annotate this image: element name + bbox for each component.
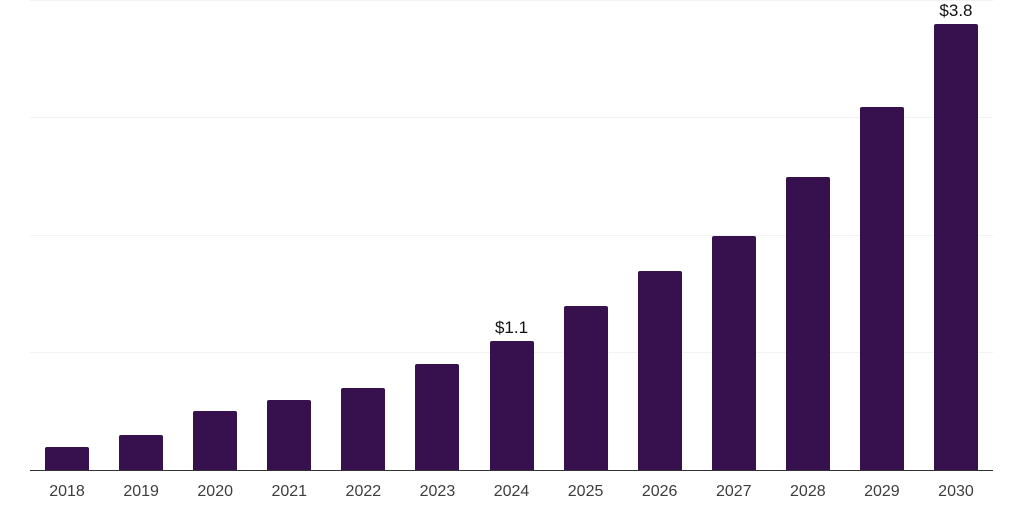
x-tick-label-2019: 2019 (123, 483, 159, 500)
bar-2027 (711, 235, 756, 470)
x-axis-tick-labels: 2018 2019 2020 2021 2022 2023 2024 2025 2026 2027… (30, 471, 993, 501)
bar-slot-2028 (771, 1, 845, 470)
bar-2022 (341, 387, 386, 470)
gridline (30, 0, 993, 1)
bar-2026 (637, 270, 682, 470)
x-tick-label-2021: 2021 (271, 483, 308, 500)
gridline (30, 234, 993, 236)
bar-slot-2023 (400, 1, 474, 470)
bar-2021 (267, 399, 312, 470)
x-tick-label-2030: 2030 (938, 483, 974, 500)
bar-slot-2025 (549, 1, 623, 470)
bars: $1.1 $3.8 (30, 1, 993, 470)
plot-area: $1.1 $3.8 (30, 0, 993, 471)
bar-slot-2022 (326, 1, 400, 470)
data-label-2030: $3.8 (939, 1, 973, 21)
bar-2020 (193, 411, 238, 470)
bar-2030 (933, 24, 978, 470)
bar-slot-2024: $1.1 (474, 1, 548, 470)
bar-slot-2021 (252, 1, 326, 470)
x-tick-label-2029: 2029 (864, 483, 900, 500)
x-tick-label-2025: 2025 (567, 483, 604, 500)
bar-slot-2029 (845, 1, 919, 470)
x-tick-label-2022: 2022 (345, 483, 382, 500)
bar-slot-2026 (623, 1, 697, 470)
data-label-2024: $1.1 (494, 318, 529, 338)
bar-2023 (415, 364, 460, 470)
bar-2025 (563, 305, 608, 470)
gridline (30, 117, 993, 119)
bar-2019 (119, 434, 164, 470)
x-axis-line (30, 470, 993, 471)
x-tick-label-2026: 2026 (641, 483, 678, 500)
bar-slot-2019 (104, 1, 178, 470)
x-tick-label-2024: 2024 (493, 483, 530, 500)
x-tick-label-2020: 2020 (197, 483, 233, 500)
x-tick-label-2018: 2018 (49, 483, 85, 500)
x-tick-label-2023: 2023 (419, 483, 456, 500)
bar-2028 (785, 176, 830, 470)
bar-slot-2020 (178, 1, 252, 470)
bar-slot-2027 (697, 1, 771, 470)
bar-2029 (859, 106, 904, 470)
bar-2024 (489, 341, 534, 470)
bar-2018 (45, 446, 90, 470)
bar-slot-2018 (30, 1, 104, 470)
bar-slot-2030: $3.8 (919, 1, 993, 470)
x-tick-label-2027: 2027 (715, 483, 752, 500)
x-tick-label-2028: 2028 (790, 483, 826, 500)
